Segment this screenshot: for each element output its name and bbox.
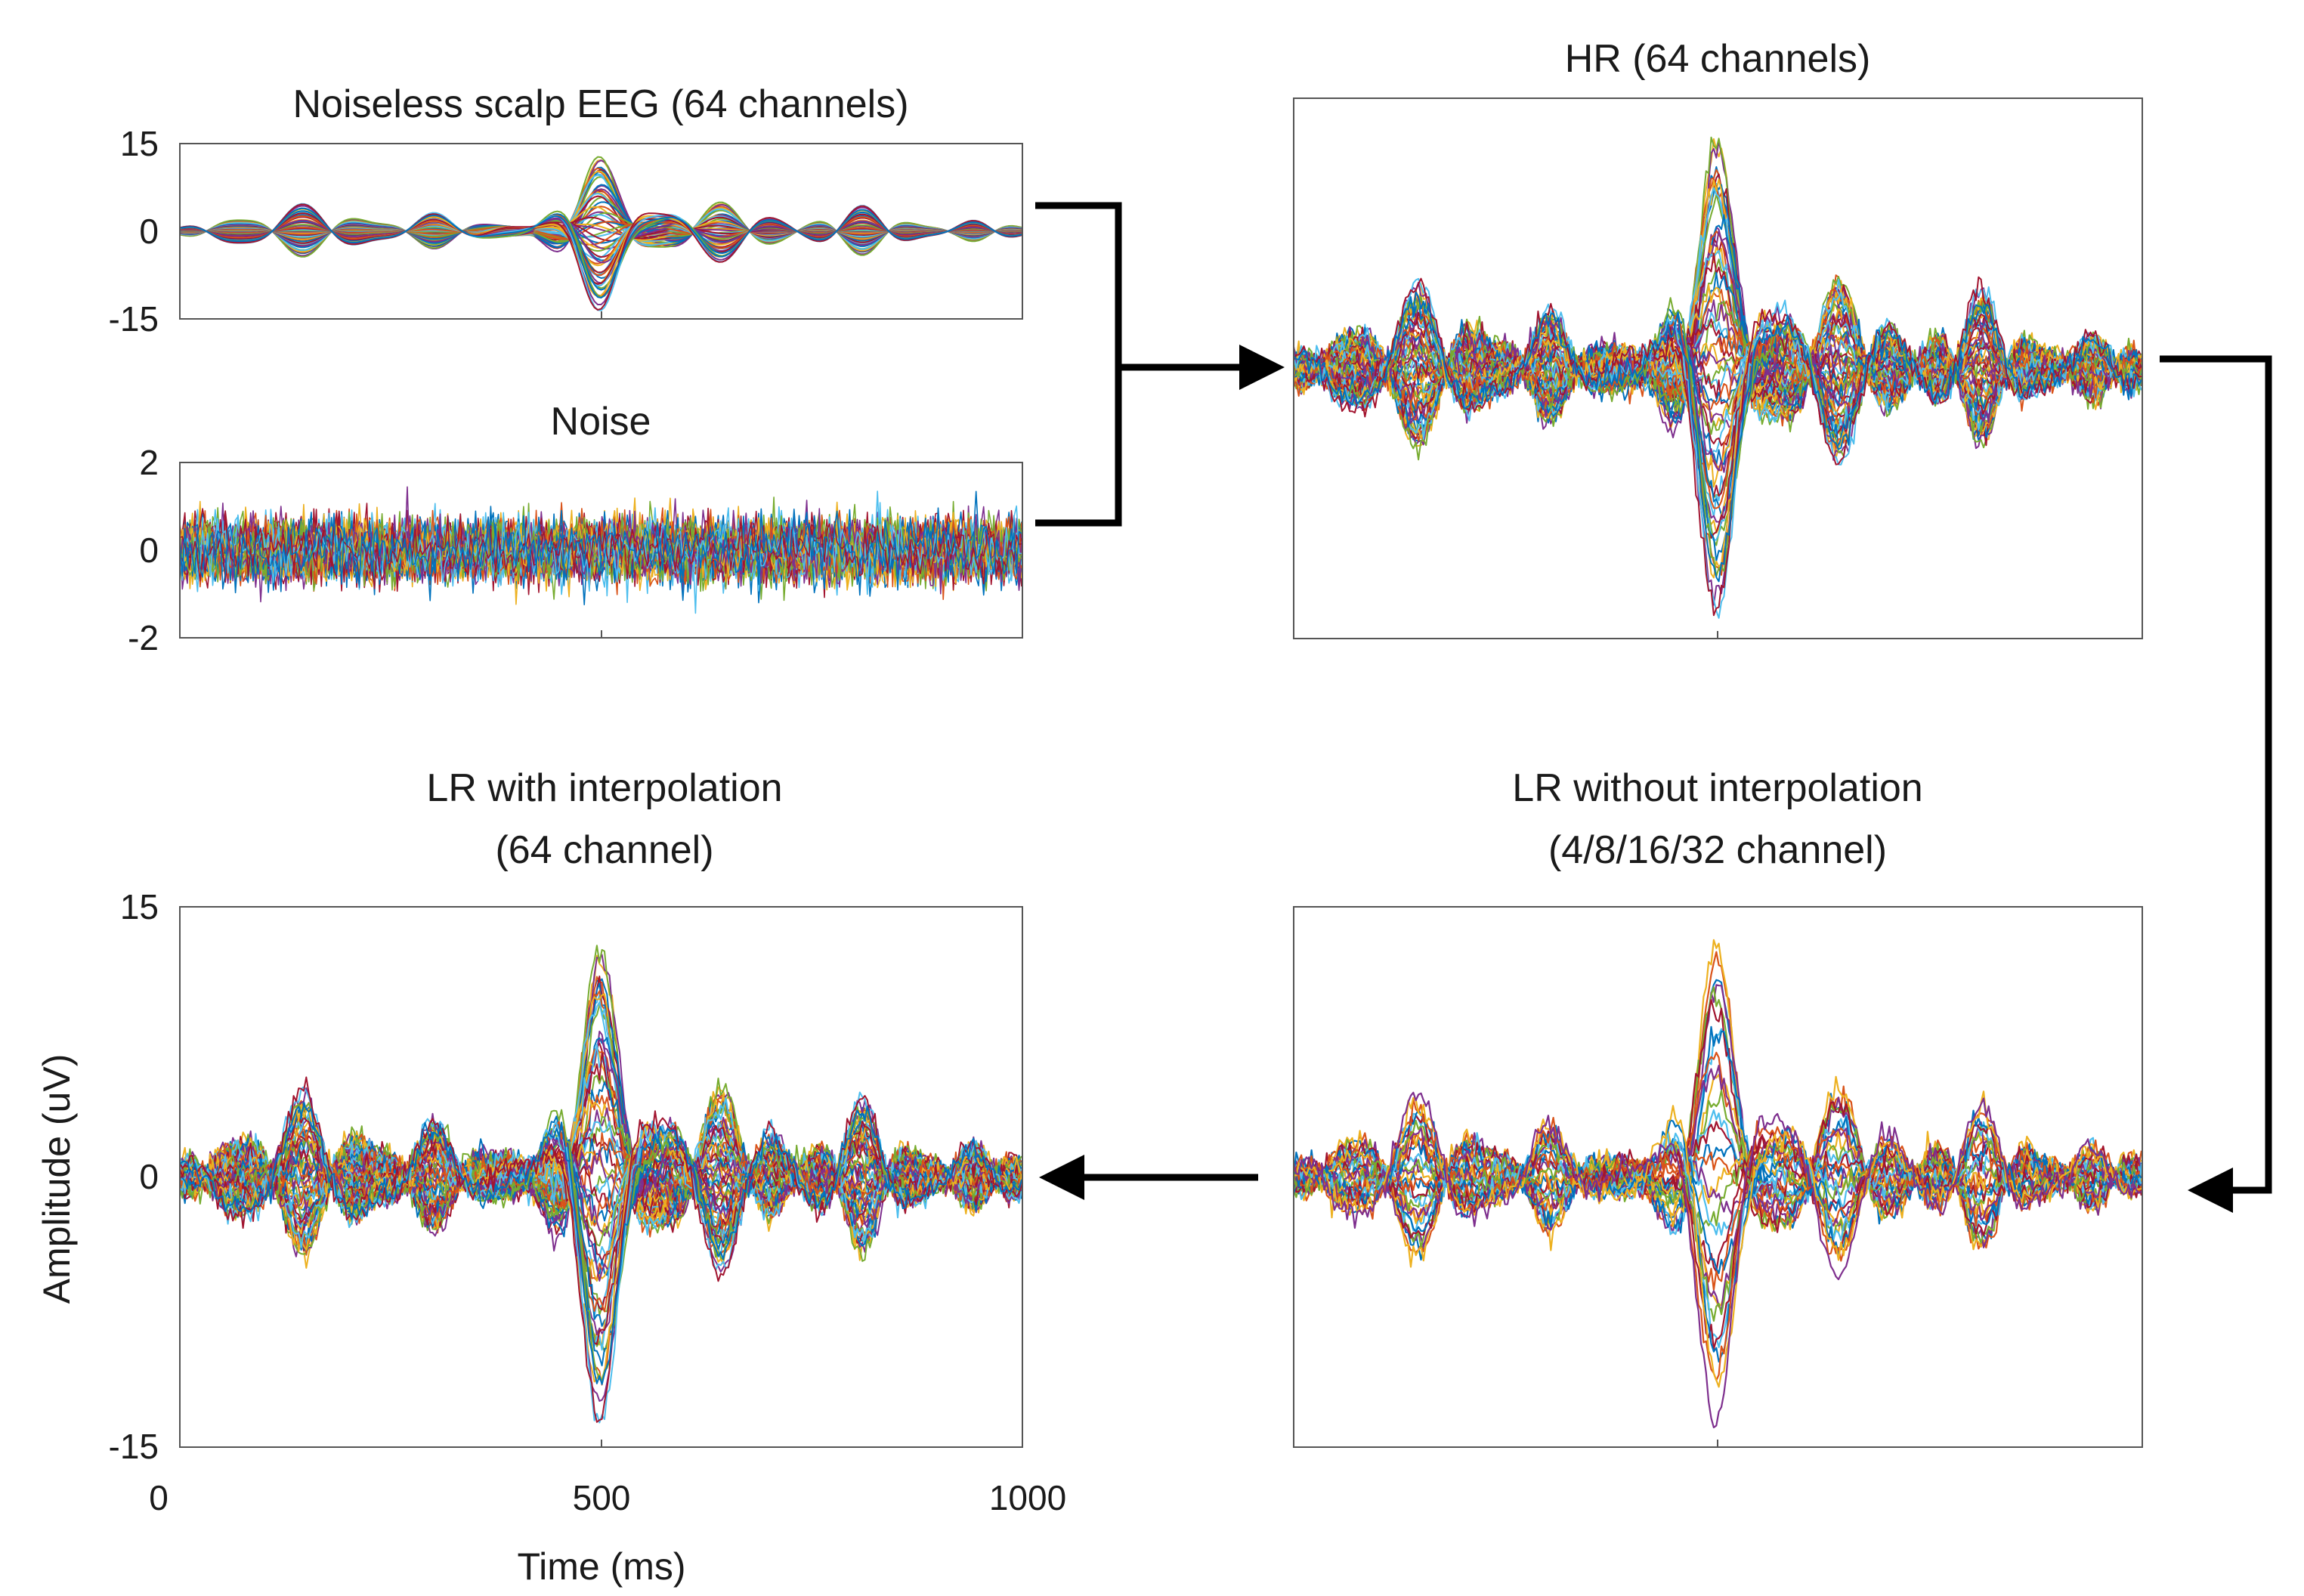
lr_with-channel-trace	[179, 1104, 1022, 1385]
lr_without-channel-trace	[1292, 1143, 2142, 1234]
lr-with-xtick-0: 0	[149, 1478, 169, 1517]
merge-arrowhead	[1239, 345, 1285, 390]
flow-arrows	[1035, 202, 2272, 1213]
lr-to-lr-arrowhead	[1039, 1155, 1084, 1200]
noise-title: Noise	[551, 400, 651, 444]
noise-ytick-mid: 0	[139, 530, 159, 570]
noiseless-eeg-ytick-mid: 0	[139, 212, 159, 251]
lr-with-xtick-500: 500	[573, 1478, 631, 1517]
hr-panel: HR (64 channels)	[1293, 37, 2143, 639]
lr-without-interpolation-panel: LR without interpolation (4/8/16/32 chan…	[1292, 766, 2143, 1448]
lr-without-title-line1: LR without interpolation	[1512, 766, 1922, 810]
lr-with-ytick-bottom: -15	[109, 1427, 159, 1466]
lr-without-title-line2: (4/8/16/32 channel)	[1548, 828, 1887, 872]
lr-with-title-line1: LR with interpolation	[426, 766, 782, 810]
hr-channel-trace	[1293, 291, 2142, 583]
noiseless-channel-trace	[179, 203, 1023, 311]
noiseless-eeg-ytick-bottom: -15	[109, 299, 159, 339]
lr_without-channel-trace	[1293, 1064, 2142, 1221]
hr-channel-trace	[1293, 276, 2142, 617]
noiseless-eeg-panel: Noiseless scalp EEG (64 channels) 15 0 -…	[109, 82, 1023, 339]
lr-with-xlabel: Time (ms)	[517, 1545, 685, 1588]
lr_without-channel-trace	[1292, 1091, 2142, 1429]
lr-with-traces	[179, 945, 1022, 1424]
hr-traces	[1293, 136, 2142, 619]
lr_without-channel-trace	[1293, 951, 2142, 1254]
lr_with-channel-trace	[179, 1146, 1022, 1247]
lr-with-xtick-1000: 1000	[989, 1478, 1066, 1517]
noise-channel-trace	[179, 507, 1022, 602]
noiseless-channel-trace	[179, 156, 1023, 258]
noiseless-eeg-title: Noiseless scalp EEG (64 channels)	[292, 82, 908, 126]
noise-traces	[179, 486, 1022, 614]
hr-to-lr-connector	[2160, 355, 2272, 1194]
noise-channel-trace	[179, 512, 1022, 589]
lr-with-interpolation-panel: LR with interpolation (64 channel) 15 0 …	[36, 766, 1066, 1588]
lr_without-channel-trace	[1293, 1131, 2142, 1273]
lr-with-title-line2: (64 channel)	[495, 828, 713, 872]
hr-channel-trace	[1293, 295, 2142, 577]
noiseless-eeg-ytick-top: 15	[120, 124, 159, 163]
merge-bracket	[1035, 202, 1122, 527]
noise-ytick-bottom: -2	[128, 618, 159, 657]
noiseless-eeg-traces	[179, 156, 1023, 311]
lr_with-channel-trace	[179, 1081, 1022, 1218]
lr-with-ytick-top: 15	[120, 887, 159, 926]
hr-title: HR (64 channels)	[1565, 37, 1871, 81]
lr-without-traces	[1292, 939, 2142, 1429]
lr-with-ytick-mid: 0	[139, 1157, 159, 1196]
noise-panel: Noise 2 0 -2	[128, 400, 1023, 657]
lr-with-ylabel: Amplitude (uV)	[36, 1054, 78, 1304]
noiseless-channel-trace	[179, 218, 1023, 264]
noise-ytick-top: 2	[139, 443, 159, 482]
hr-to-lr-arrowhead	[2188, 1168, 2233, 1213]
hr-channel-trace	[1293, 244, 2142, 412]
noiseless-channel-trace	[179, 207, 1023, 298]
